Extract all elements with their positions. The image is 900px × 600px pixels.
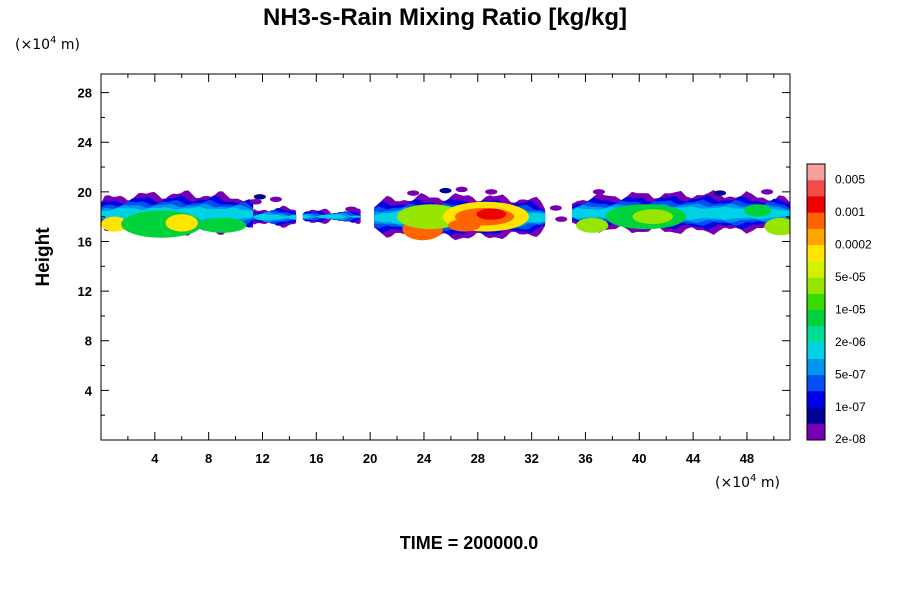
cloud-band-contour — [253, 213, 297, 221]
cloud-wisp-contour — [761, 189, 774, 195]
cloud-core-contour — [576, 217, 609, 233]
x-tick-label: 44 — [686, 451, 701, 466]
colorbar-swatch — [807, 164, 825, 181]
colorbar-swatch — [807, 196, 825, 214]
cloud-wisp-contour — [555, 216, 568, 222]
cloud-wisp-contour — [345, 206, 358, 212]
cloud-wisp-contour — [439, 187, 452, 194]
colorbar-swatch — [807, 180, 825, 197]
colorbar-swatch — [807, 423, 825, 441]
cloud-core-contour — [165, 214, 198, 232]
colorbar-swatch — [807, 293, 825, 311]
colorbar-label: 5e-07 — [835, 367, 866, 381]
y-tick-label: 12 — [78, 284, 92, 299]
cloud-core-contour — [764, 217, 790, 236]
cloud-wisp-contour — [592, 189, 605, 195]
x-tick-label: 16 — [309, 451, 323, 466]
plot-frame — [100, 73, 791, 441]
colorbar-swatch — [807, 310, 825, 327]
cloud-core-contour — [476, 208, 507, 220]
colorbar-label: 0.005 — [835, 172, 865, 186]
cloud-wisp-contour — [407, 190, 420, 196]
cloud-wisp-contour — [485, 189, 498, 195]
cloud-band-contour — [302, 214, 361, 219]
cloud-core-contour — [744, 204, 772, 217]
colorbar-label: 1e-05 — [835, 302, 866, 316]
x-tick-label: 48 — [740, 451, 754, 466]
colorbar-swatch — [807, 391, 825, 408]
cloud-core-contour — [632, 209, 673, 225]
cloud-wisp-contour — [549, 205, 562, 211]
y-axis-unit: (×104 m) — [15, 35, 80, 53]
x-axis-unit: (×104 m) — [715, 473, 780, 491]
x-tick-label: 40 — [632, 451, 646, 466]
x-tick-label: 4 — [151, 451, 159, 466]
colorbar-swatch — [807, 245, 825, 262]
colorbar: 0.005 0.001 0.0002 5e-05 1e-05 2e-06 5e-07 1e-0… — [806, 163, 872, 446]
colorbar-swatch — [807, 228, 825, 246]
y-tick-label: 28 — [78, 86, 92, 101]
colorbar-swatch — [807, 326, 825, 343]
cloud-wisp-contour — [249, 199, 262, 205]
y-tick-label: 8 — [85, 334, 92, 349]
colorbar-swatch — [807, 212, 825, 230]
colorbar-swatch — [807, 407, 825, 425]
cloud-wisp-contour — [455, 186, 468, 193]
x-tick-label: 32 — [524, 451, 538, 466]
cloud-wisp-contour — [253, 194, 266, 200]
y-tick-label: 16 — [78, 234, 92, 249]
x-tick-label: 24 — [417, 451, 432, 466]
x-tick-label: 28 — [471, 451, 485, 466]
y-axis-label: Height — [33, 227, 54, 287]
colorbar-frame — [806, 163, 826, 441]
colorbar-label: 2e-08 — [835, 432, 866, 446]
y-tick-label: 20 — [78, 185, 92, 200]
x-tick-label: 12 — [255, 451, 269, 466]
cloud-wisp-contour — [269, 196, 282, 203]
colorbar-swatch — [807, 277, 825, 295]
cloud-wisp-contour — [713, 190, 727, 196]
colorbar-label: 0.0002 — [835, 237, 872, 251]
cloud-core-contour — [448, 219, 481, 232]
x-tick-label: 20 — [363, 451, 377, 466]
colorbar-label: 1e-07 — [835, 400, 866, 414]
y-tick-label: 4 — [85, 383, 93, 398]
x-tick-label: 36 — [578, 451, 592, 466]
time-label: TIME = 200000.0 — [400, 533, 539, 553]
colorbar-swatch — [807, 261, 825, 278]
y-tick-label: 24 — [78, 135, 93, 150]
colorbar-swatch — [807, 375, 825, 392]
colorbar-label: 2e-06 — [835, 335, 866, 349]
colorbar-swatch — [807, 358, 825, 376]
chart-title: NH3-s-Rain Mixing Ratio [kg/kg] — [263, 4, 627, 31]
cloud-core-contour — [101, 216, 128, 232]
plot-background — [101, 74, 790, 440]
colorbar-label: 0.001 — [835, 205, 865, 219]
colorbar-swatch — [807, 342, 825, 360]
colorbar-label: 5e-05 — [835, 270, 866, 284]
x-tick-label: 8 — [205, 451, 212, 466]
cloud-core-contour — [197, 217, 247, 233]
mixing-ratio-field — [101, 186, 790, 241]
